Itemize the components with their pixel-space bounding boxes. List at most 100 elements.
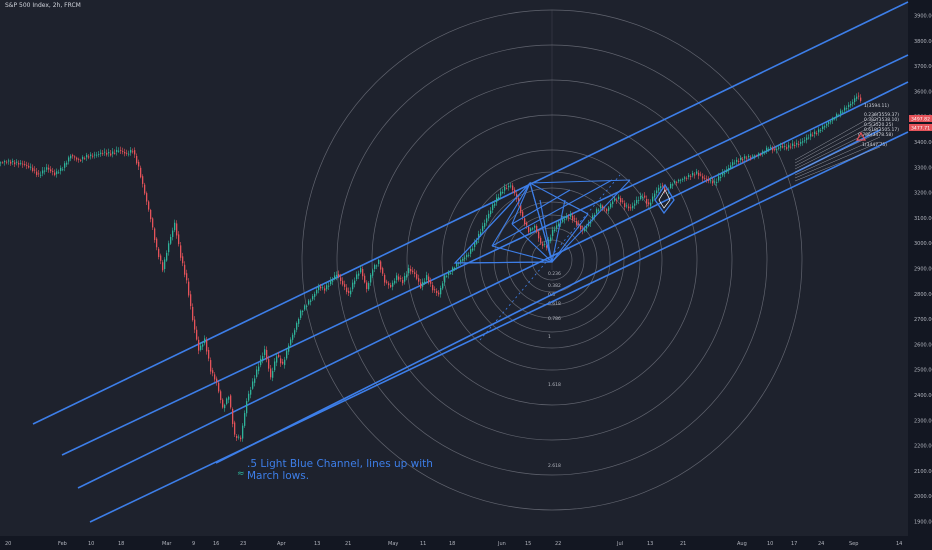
candle-body [416,274,418,279]
candle-body [460,260,462,263]
candle-body [268,359,270,369]
candle-body [830,121,832,123]
candle-body [370,274,372,283]
candle-body [464,257,466,259]
fib-level-label: 0.786(3478.58) [858,132,893,138]
candle-body [358,273,360,276]
candle-body [98,154,100,155]
fan-triangle [453,181,553,264]
candle-body [104,151,106,153]
candle-body [280,358,282,364]
candle-body [496,197,498,203]
candle-body [170,236,172,244]
fib-ext-line [794,141,881,179]
double-chevron-up-icon: ≈ [237,469,245,479]
candle-body [364,275,366,283]
candle-body [436,290,438,293]
candle-body [132,151,134,153]
candle-body [856,96,858,99]
candle-body [430,280,432,284]
candle-body [724,172,726,174]
candle-body [180,245,182,258]
candle-body [118,150,120,152]
candle-body [644,195,646,198]
candle-body [26,164,28,166]
fib-ext-line [794,126,881,170]
candle-body [674,180,676,183]
candle-body [824,126,826,128]
candle-body [150,209,152,220]
candle-body [362,269,364,277]
candle-body [168,243,170,253]
candle-body [468,254,470,256]
fib-circle-label: 1.618 [548,382,561,388]
time-tick-label: Sep [849,541,858,547]
candle-body [262,356,264,361]
candle-body [82,156,84,160]
candle-body [708,179,710,181]
candle-body [34,169,36,171]
candle-body [706,178,708,180]
candle-body [338,274,340,277]
fib-ext-line [794,136,881,176]
candle-body [456,262,458,267]
candle-body [236,435,238,439]
candle-body [756,155,758,157]
candle-body [134,150,136,155]
candle-body [612,201,614,205]
candle-body [160,255,162,261]
fan-line [511,182,531,225]
candle-body [300,310,302,318]
candle-body [774,149,776,151]
time-tick-label: 20 [5,541,11,547]
candle-body [716,181,718,183]
candle-body [858,95,860,97]
candle-body [318,286,320,291]
candle-body [188,281,190,296]
candle-body [402,279,404,284]
candle-body [248,393,250,401]
candle-body [374,265,376,269]
candle-body [738,161,740,162]
candle-body [376,265,378,267]
candle-body [832,117,834,121]
candle-body [424,281,426,284]
candle-body [114,152,116,154]
candle-body [762,151,764,154]
candle-body [474,242,476,248]
fan-line [551,199,566,263]
candle-body [414,272,416,274]
candle-body [482,226,484,232]
candle-body [234,422,236,435]
candle-body [530,228,532,232]
candle-body [298,319,300,324]
candle-body [814,131,816,135]
candle-body [672,184,674,186]
candle-body [76,157,78,160]
candle-body [112,151,114,154]
candle-body [256,369,258,377]
candle-body [244,413,246,426]
candle-body [336,274,338,277]
candle-body [808,137,810,139]
price-tick-label: 2900.00 [914,267,932,273]
candle-body [252,381,254,389]
candle-body [836,114,838,118]
candle-body [116,150,118,152]
candle-body [752,155,754,157]
time-tick-label: Jun [497,541,506,547]
candle-body [198,339,200,351]
candle-body [446,276,448,278]
fib-circle [441,149,663,371]
candle-body [494,203,496,206]
candle-body [654,193,656,198]
candle-body [786,147,788,149]
candle-body [564,219,566,221]
candle-body [354,280,356,285]
candle-body [792,143,794,146]
candle-body [30,166,32,168]
candle-body [274,361,276,371]
candle-body [408,268,410,274]
